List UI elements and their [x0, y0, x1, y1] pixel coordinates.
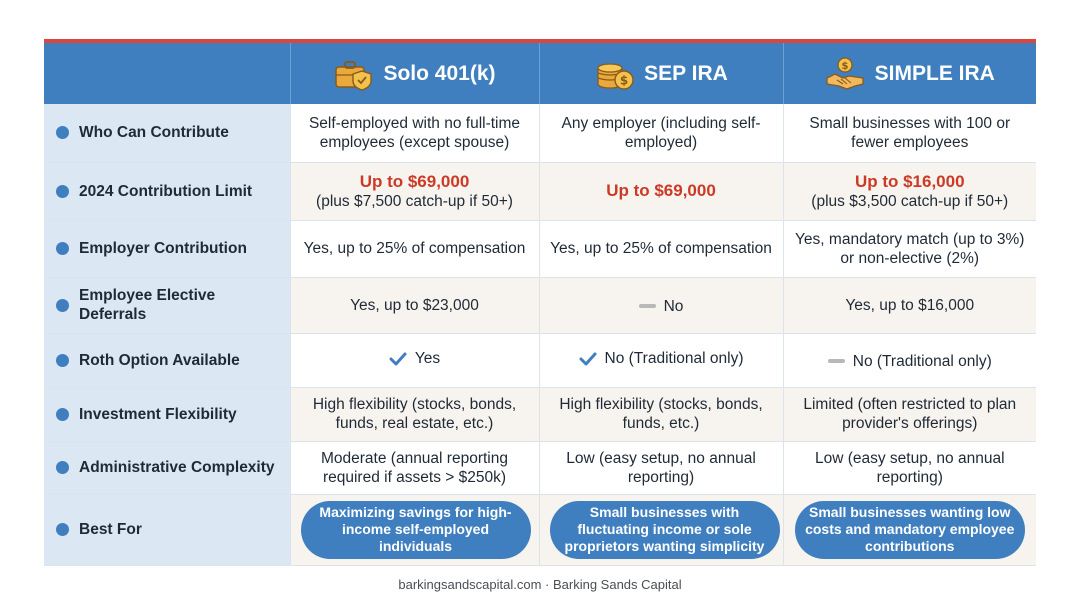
- column-header-simple-ira: $ SIMPLE IRA: [783, 43, 1036, 104]
- table-row: 2024 Contribution Limit Up to $69,000 (pl…: [44, 162, 1036, 221]
- table-cell: Up to $16,000 (plus $3,500 catch-up if 50…: [783, 162, 1036, 221]
- bullet-dot: [56, 353, 69, 367]
- row-header: Who Can Contribute: [44, 104, 291, 163]
- table-cell: Yes, up to $16,000: [783, 277, 1036, 334]
- row-label: Administrative Complexity: [79, 459, 275, 476]
- table-row: Investment Flexibility High flexibility …: [44, 387, 1036, 442]
- coin-stack-icon: $: [597, 62, 634, 90]
- row-header: Best For: [44, 494, 291, 566]
- table-cell: Small businesses with 100 or fewer emplo…: [783, 104, 1036, 163]
- table-cell: No (Traditional only): [539, 333, 784, 388]
- bullet-dot: [56, 407, 69, 421]
- row-label: 2024 Contribution Limit: [79, 182, 253, 200]
- table-row: Employer Contribution Yes, up to 25% of …: [44, 220, 1036, 278]
- table-row: Administrative Complexity Moderate (annu…: [44, 441, 1036, 495]
- table-cell: Moderate (annual reporting required if a…: [290, 441, 540, 495]
- footer-source: barkingsandscapital.com · Barking Sands …: [398, 577, 682, 592]
- table-row: Who Can Contribute Self-employed with no…: [44, 104, 1036, 163]
- row-label: Employer Contribution: [79, 240, 247, 257]
- best-for-pill: Maximizing savings for high-income self-…: [300, 500, 531, 559]
- dash-icon: [827, 359, 845, 364]
- table-cell: Yes, up to 25% of compensation: [539, 220, 784, 278]
- row-header: Employee Elective Deferrals: [44, 277, 291, 334]
- highlight-value: Up to $69,000: [359, 171, 470, 191]
- briefcase-shield-icon: [335, 60, 373, 91]
- row-label: Employee Elective Deferrals: [79, 287, 216, 323]
- svg-text:$: $: [620, 73, 628, 87]
- bullet-dot: [56, 184, 69, 198]
- cell-note: (plus $3,500 catch-up if 50+): [811, 192, 1009, 210]
- svg-text:$: $: [841, 61, 848, 72]
- row-label: Who Can Contribute: [79, 124, 229, 142]
- table-cell: Small businesses wanting low costs and m…: [783, 494, 1036, 566]
- column-header-sep-ira: $ SEP IRA: [539, 43, 784, 104]
- table-cell: Maximizing savings for high-income self-…: [290, 494, 540, 566]
- row-label: Best For: [79, 521, 142, 538]
- cell-text: No (Traditional only): [852, 352, 992, 370]
- row-header: Roth Option Available: [44, 333, 291, 388]
- table-cell: High flexibility (stocks, bonds, funds, …: [290, 387, 540, 442]
- bullet-dot: [56, 461, 69, 474]
- row-header: Employer Contribution: [44, 220, 291, 278]
- table-cell: No (Traditional only): [783, 333, 1036, 388]
- bullet-dot: [56, 298, 69, 312]
- column-title: SEP IRA: [644, 61, 728, 85]
- table-cell: Up to $69,000: [539, 162, 784, 221]
- table-cell: Limited (often restricted to plan provid…: [783, 387, 1036, 442]
- table-cell: High flexibility (stocks, bonds, funds, …: [539, 387, 784, 442]
- column-title: SIMPLE IRA: [874, 61, 995, 85]
- header-corner: [44, 43, 291, 104]
- table-cell: No: [539, 277, 784, 334]
- bullet-dot: [56, 523, 69, 536]
- table-cell: Yes, up to $23,000: [290, 277, 540, 334]
- cell-text: No: [663, 297, 684, 315]
- header-row: Solo 401(k) $: [44, 43, 1036, 104]
- table-row: Roth Option Available Yes No (Traditiona…: [44, 333, 1036, 388]
- row-header: Investment Flexibility: [44, 387, 291, 442]
- row-header: 2024 Contribution Limit: [44, 162, 291, 221]
- highlight-value: Up to $16,000: [854, 171, 965, 191]
- best-for-pill: Small businesses wanting low costs and m…: [794, 500, 1025, 559]
- table-cell: Self-employed with no full-time employee…: [290, 104, 540, 163]
- table-cell: Small businesses with fluctuating income…: [539, 494, 784, 566]
- cell-text: No (Traditional only): [604, 350, 744, 368]
- cell-note: (plus $7,500 catch-up if 50+): [316, 192, 513, 210]
- table-row: Best For Maximizing savings for high-inc…: [44, 494, 1036, 566]
- checkmark-icon: [389, 352, 407, 366]
- cell-text: Yes: [414, 350, 441, 368]
- checkmark-icon: [579, 352, 596, 366]
- bullet-dot: [56, 242, 69, 255]
- table-cell: Yes, mandatory match (up to 3%) or non-e…: [783, 220, 1036, 278]
- table-row: Employee Elective Deferrals Yes, up to $…: [44, 277, 1036, 334]
- retirement-plan-table: Solo 401(k) $: [44, 43, 1036, 566]
- table-cell: Yes: [290, 333, 540, 388]
- table-cell: Low (easy setup, no annual reporting): [539, 441, 784, 495]
- highlight-value: Up to $69,000: [606, 181, 716, 200]
- table-cell: Any employer (including self-employed): [539, 104, 784, 163]
- row-label: Roth Option Available: [79, 351, 240, 369]
- table-cell: Up to $69,000 (plus $7,500 catch-up if 50…: [290, 162, 540, 221]
- table-cell: Low (easy setup, no annual reporting): [783, 441, 1036, 495]
- bullet-dot: [56, 126, 69, 140]
- handshake-coin-icon: $: [826, 56, 864, 90]
- column-title: Solo 401(k): [383, 61, 496, 85]
- column-header-solo-401k: Solo 401(k): [290, 43, 540, 104]
- row-label: Investment Flexibility: [79, 405, 237, 423]
- row-header: Administrative Complexity: [44, 441, 291, 495]
- best-for-pill: Small businesses with fluctuating income…: [549, 500, 780, 559]
- comparison-table: Solo 401(k) $: [44, 39, 1036, 566]
- table-cell: Yes, up to 25% of compensation: [290, 220, 540, 278]
- dash-icon: [638, 304, 656, 309]
